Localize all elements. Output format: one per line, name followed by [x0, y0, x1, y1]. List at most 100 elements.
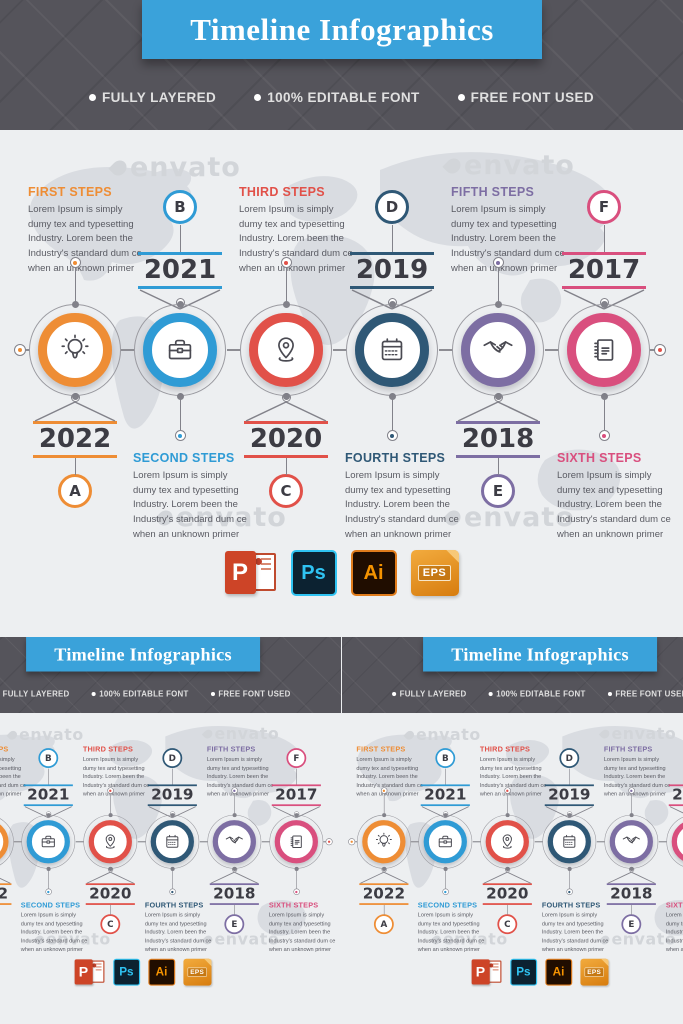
- axis-line: [227, 349, 241, 351]
- axis-line: [121, 349, 135, 351]
- axis-start-dot: [14, 344, 26, 356]
- connector-dot: [176, 300, 184, 308]
- map-pin-icon: [502, 834, 512, 849]
- year-rule: [668, 804, 683, 806]
- step-text-block: SECOND STEPS Lorem Ipsum is simply dumy …: [133, 451, 253, 543]
- timeline-step: SIXTH STEPS Lorem Ipsum is simply dumy t…: [549, 130, 671, 637]
- card-holder: Timeline Infographics FULLY LAYERED 100%…: [0, 0, 683, 637]
- feature-label: 100% EDITABLE FONT: [99, 689, 189, 699]
- timeline-step: SIXTH STEPS Lorem Ipsum is simply dumy t…: [264, 713, 335, 1010]
- connector-dot: [108, 812, 113, 817]
- timeline: FIRST STEPS Lorem Ipsum is simply dumy t…: [0, 713, 341, 1010]
- calendar-icon: [381, 338, 403, 361]
- anchor-dot-core: [109, 789, 112, 792]
- axis-line: [355, 841, 358, 843]
- feature-item: 100% EDITABLE FONT: [254, 90, 419, 105]
- anchor-dot: [107, 787, 114, 794]
- card-body: envato envato envato envato FIRST STEPS …: [0, 713, 341, 1010]
- year-rule: [23, 784, 73, 786]
- step-text-block: SECOND STEPS Lorem Ipsum is simply dumy …: [21, 901, 91, 955]
- connector-line: [110, 793, 111, 814]
- bullet-icon: [392, 691, 397, 697]
- anchor-dot: [628, 787, 635, 794]
- timeline-step: FIFTH STEPS Lorem Ipsum is simply dumy t…: [202, 713, 273, 1010]
- powerpoint-letter: P: [224, 551, 256, 594]
- step-letter-badge: F: [286, 748, 307, 769]
- illustrator-icon: Ai: [148, 958, 175, 986]
- step-text-block: FIFTH STEPS Lorem Ipsum is simply dumy t…: [604, 745, 674, 799]
- photoshop-icon: Ps: [290, 550, 337, 596]
- step-year: 2019: [151, 786, 194, 804]
- step-circle: [485, 820, 529, 864]
- step-letter-badge: D: [559, 748, 580, 769]
- step-text-block: FIFTH STEPS Lorem Ipsum is simply dumy t…: [451, 185, 571, 277]
- timeline-step: FIFTH STEPS Lorem Ipsum is simply dumy t…: [599, 713, 670, 1010]
- calendar-icon: [166, 834, 179, 848]
- software-format-row: P Ps Ai EPS: [0, 958, 341, 986]
- step-text-block: THIRD STEPS Lorem Ipsum is simply dumy t…: [480, 745, 550, 799]
- step-circle: [212, 820, 256, 864]
- watermark-text: envato: [611, 930, 677, 949]
- step-year: 2021: [424, 786, 467, 804]
- connector-dot: [381, 812, 386, 817]
- step-circle: [547, 820, 591, 864]
- connector-dot: [170, 812, 175, 817]
- timeline-step: SECOND STEPS Lorem Ipsum is simply dumy …: [413, 713, 484, 1010]
- step-description: Lorem Ipsum is simply dumy tex and types…: [268, 911, 336, 953]
- title-banner: Timeline Infographics: [142, 0, 542, 59]
- powerpoint-icon: P: [471, 959, 502, 986]
- step-year: 2021: [143, 255, 217, 285]
- connector-vee: [34, 401, 116, 422]
- title-banner: Timeline Infographics: [26, 637, 261, 672]
- step-title: SECOND STEPS: [133, 451, 235, 465]
- step-description: Lorem Ipsum is simply dumy tex and types…: [665, 911, 683, 953]
- anchor-dot-core: [602, 433, 606, 438]
- anchor-dot: [386, 430, 398, 441]
- card-header: Timeline Infographics FULLY LAYERED 100%…: [0, 0, 683, 130]
- handshake-icon: [483, 341, 513, 353]
- step-letter: B: [174, 198, 186, 216]
- illustrator-icon: Ai: [350, 550, 397, 596]
- year-rule: [138, 252, 222, 255]
- anchor-dot-core: [284, 260, 288, 265]
- timeline-step: FIRST STEPS Lorem Ipsum is simply dumy t…: [352, 713, 423, 1010]
- feature-item: FULLY LAYERED: [392, 690, 466, 698]
- bullet-icon: [91, 691, 96, 697]
- connector-dot: [282, 300, 290, 308]
- axis-line: [658, 841, 668, 843]
- step-description: Lorem Ipsum is simply dumy tex and types…: [479, 756, 547, 798]
- card-holder: Timeline Infographics FULLY LAYERED 100%…: [342, 637, 683, 1010]
- anchor-dot-core: [295, 890, 298, 893]
- step-letter-badge: B: [163, 190, 197, 224]
- step-circle: [567, 313, 641, 387]
- axis-line: [410, 841, 419, 843]
- step-circle: [26, 820, 70, 864]
- timeline: FIRST STEPS Lorem Ipsum is simply dumy t…: [0, 130, 683, 637]
- watermark-text: envato: [611, 724, 677, 743]
- connector-dot: [170, 866, 175, 871]
- step-text-block: SIXTH STEPS Lorem Ipsum is simply dumy t…: [666, 901, 683, 955]
- card-body: envato envato envato envato FIRST STEPS …: [0, 130, 683, 637]
- axis-line: [545, 349, 559, 351]
- year-rule: [668, 784, 683, 786]
- year-rule: [562, 252, 646, 255]
- step-description: Lorem Ipsum is simply dumy tex and types…: [345, 470, 459, 540]
- notebook-icon: [290, 835, 302, 849]
- step-title: FIFTH STEPS: [603, 745, 653, 754]
- step-letter-badge: A: [58, 474, 92, 508]
- anchor-dot-core: [444, 890, 447, 893]
- eps-icon: EPS: [410, 550, 459, 596]
- axis-line: [13, 841, 22, 843]
- connector-line: [497, 268, 499, 302]
- year-rule: [244, 455, 328, 458]
- connector-line: [603, 398, 605, 430]
- anchor-dot-core: [233, 789, 236, 792]
- axis-line: [333, 349, 347, 351]
- year-rule: [420, 804, 470, 806]
- connector-dot: [46, 812, 51, 817]
- watermark-text: envato: [464, 502, 575, 533]
- step-letter: B: [44, 752, 52, 764]
- powerpoint-letter: P: [471, 959, 490, 985]
- anchor-dot: [380, 787, 388, 794]
- watermark-text: envato: [214, 930, 280, 949]
